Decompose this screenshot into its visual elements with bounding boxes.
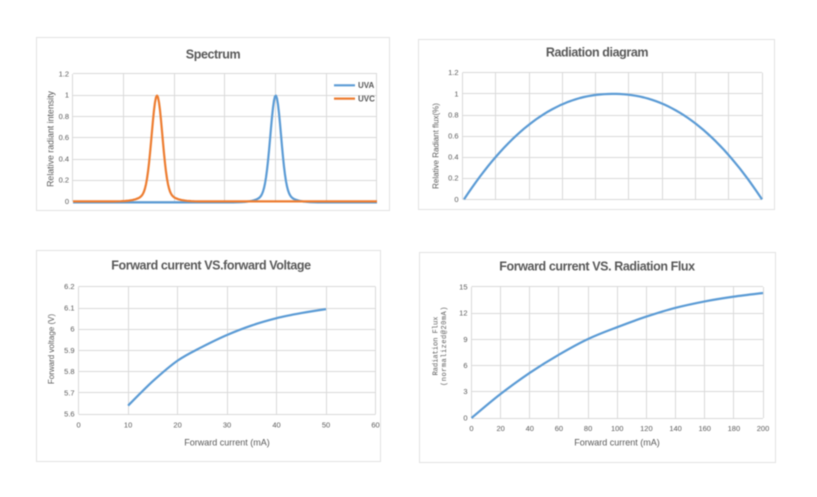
svg-text:40: 40 bbox=[526, 424, 534, 433]
svg-text:3: 3 bbox=[463, 387, 467, 396]
svg-text:160: 160 bbox=[698, 424, 711, 433]
svg-text:5.9: 5.9 bbox=[64, 346, 74, 355]
svg-text:0.6: 0.6 bbox=[59, 133, 69, 142]
svg-text:Spectrum: Spectrum bbox=[186, 47, 241, 61]
svg-text:6.1: 6.1 bbox=[64, 303, 74, 312]
svg-text:Forward current VS. Radiation: Forward current VS. Radiation Flux bbox=[499, 259, 695, 273]
svg-text:0.2: 0.2 bbox=[59, 176, 69, 185]
svg-text:80: 80 bbox=[584, 424, 592, 433]
svg-text:0: 0 bbox=[77, 421, 81, 430]
svg-text:9: 9 bbox=[463, 335, 467, 344]
svg-text:UVC: UVC bbox=[358, 94, 375, 103]
svg-text:1.2: 1.2 bbox=[448, 68, 458, 77]
svg-text:100: 100 bbox=[611, 424, 624, 433]
svg-text:Relative Radiant flux(%): Relative Radiant flux(%) bbox=[432, 103, 441, 189]
svg-text:Forward voltage (V): Forward voltage (V) bbox=[47, 314, 56, 385]
svg-text:180: 180 bbox=[728, 424, 741, 433]
svg-text:Forward current VS.forward Vol: Forward current VS.forward Voltage bbox=[111, 259, 311, 273]
svg-text:0.8: 0.8 bbox=[59, 112, 69, 121]
svg-text:140: 140 bbox=[669, 424, 682, 433]
svg-text:Forward current (mA): Forward current (mA) bbox=[184, 438, 270, 448]
svg-text:60: 60 bbox=[371, 421, 379, 430]
svg-text:5.8: 5.8 bbox=[64, 367, 74, 376]
svg-text:(normalized@20mA): (normalized@20mA) bbox=[441, 306, 449, 386]
svg-text:6: 6 bbox=[463, 361, 467, 370]
svg-text:5.7: 5.7 bbox=[64, 388, 74, 397]
svg-text:1: 1 bbox=[65, 91, 69, 100]
svg-text:0.4: 0.4 bbox=[448, 153, 458, 162]
svg-text:20: 20 bbox=[173, 421, 181, 430]
svg-text:30: 30 bbox=[223, 421, 231, 430]
svg-text:UVA: UVA bbox=[358, 81, 375, 90]
svg-text:20: 20 bbox=[497, 424, 505, 433]
svg-text:12: 12 bbox=[459, 309, 467, 318]
svg-text:6: 6 bbox=[70, 325, 74, 334]
svg-text:0.6: 0.6 bbox=[448, 132, 458, 141]
svg-text:0.4: 0.4 bbox=[59, 154, 69, 163]
svg-text:50: 50 bbox=[322, 421, 330, 430]
svg-text:Radiation diagram: Radiation diagram bbox=[546, 45, 649, 59]
svg-text:Forward current (mA): Forward current (mA) bbox=[574, 438, 660, 448]
svg-text:200: 200 bbox=[757, 424, 770, 433]
svg-text:0: 0 bbox=[463, 413, 467, 422]
svg-text:1: 1 bbox=[454, 89, 458, 98]
svg-text:40: 40 bbox=[272, 421, 280, 430]
svg-text:5.6: 5.6 bbox=[64, 410, 74, 419]
svg-text:0: 0 bbox=[454, 195, 458, 204]
svg-text:Relative radiant intensity: Relative radiant intensity bbox=[46, 90, 56, 186]
svg-text:15: 15 bbox=[459, 282, 467, 291]
svg-text:10: 10 bbox=[124, 421, 132, 430]
svg-text:0: 0 bbox=[469, 424, 473, 433]
svg-text:6.2: 6.2 bbox=[64, 282, 74, 291]
svg-text:Radiation Flux: Radiation Flux bbox=[433, 317, 441, 376]
svg-text:0: 0 bbox=[65, 197, 69, 206]
svg-text:1.2: 1.2 bbox=[59, 69, 69, 78]
svg-text:120: 120 bbox=[640, 424, 653, 433]
svg-text:0.2: 0.2 bbox=[448, 174, 458, 183]
svg-text:60: 60 bbox=[555, 424, 563, 433]
svg-text:0.8: 0.8 bbox=[448, 110, 458, 119]
